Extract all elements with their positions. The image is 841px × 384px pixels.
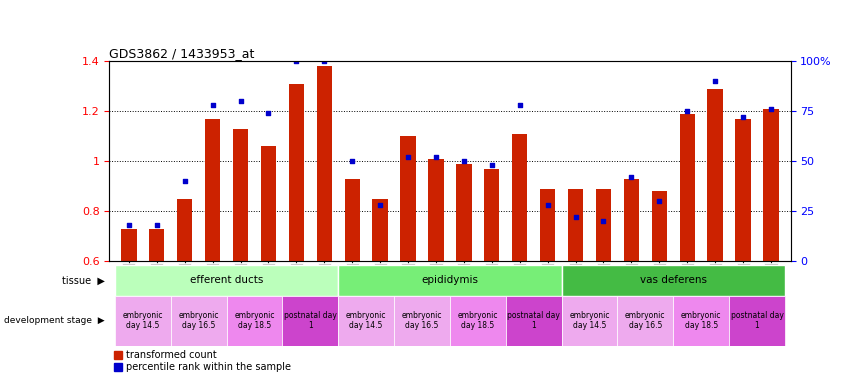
Point: [737, 114, 750, 121]
Point: [541, 202, 554, 208]
Text: embryonic
day 16.5: embryonic day 16.5: [402, 311, 442, 330]
Point: [262, 110, 275, 116]
Bar: [177, 199, 193, 261]
Bar: [121, 229, 136, 261]
Point: [625, 174, 638, 180]
Bar: [505, 296, 562, 346]
Point: [513, 102, 526, 108]
Point: [178, 178, 192, 184]
Bar: [338, 296, 394, 346]
Text: embryonic
day 18.5: embryonic day 18.5: [681, 311, 722, 330]
Bar: [288, 84, 304, 261]
Text: epididymis: epididymis: [421, 275, 479, 285]
Bar: [261, 146, 276, 261]
Text: embryonic
day 18.5: embryonic day 18.5: [235, 311, 275, 330]
Text: embryonic
day 16.5: embryonic day 16.5: [625, 311, 665, 330]
Bar: [338, 265, 562, 296]
Bar: [568, 189, 584, 261]
Bar: [428, 159, 444, 261]
Text: postnatal day
1: postnatal day 1: [507, 311, 560, 330]
Bar: [226, 296, 283, 346]
Point: [401, 154, 415, 161]
Bar: [617, 296, 674, 346]
Bar: [680, 114, 695, 261]
Point: [653, 198, 666, 204]
Text: postnatal day
1: postnatal day 1: [731, 311, 784, 330]
Point: [150, 222, 163, 228]
Text: development stage  ▶: development stage ▶: [4, 316, 105, 325]
Point: [289, 58, 303, 65]
Legend: transformed count, percentile rank within the sample: transformed count, percentile rank withi…: [114, 351, 291, 372]
Point: [373, 202, 387, 208]
Point: [485, 162, 499, 168]
Bar: [595, 189, 611, 261]
Point: [708, 78, 722, 84]
Bar: [373, 199, 388, 261]
Bar: [729, 296, 785, 346]
Bar: [484, 169, 500, 261]
Point: [122, 222, 135, 228]
Bar: [624, 179, 639, 261]
Point: [346, 158, 359, 164]
Point: [206, 102, 220, 108]
Point: [569, 214, 582, 220]
Bar: [540, 189, 555, 261]
Text: postnatal day
1: postnatal day 1: [284, 311, 336, 330]
Text: vas deferens: vas deferens: [640, 275, 706, 285]
Bar: [764, 109, 779, 261]
Bar: [205, 119, 220, 261]
Point: [429, 154, 442, 161]
Bar: [115, 265, 338, 296]
Text: embryonic
day 14.5: embryonic day 14.5: [346, 311, 386, 330]
Bar: [562, 265, 785, 296]
Text: embryonic
day 14.5: embryonic day 14.5: [123, 311, 163, 330]
Bar: [171, 296, 226, 346]
Text: embryonic
day 16.5: embryonic day 16.5: [178, 311, 219, 330]
Bar: [450, 296, 505, 346]
Point: [234, 98, 247, 104]
Bar: [562, 296, 617, 346]
Point: [764, 106, 778, 113]
Text: GDS3862 / 1433953_at: GDS3862 / 1433953_at: [109, 47, 255, 60]
Bar: [512, 134, 527, 261]
Bar: [283, 296, 338, 346]
Bar: [233, 129, 248, 261]
Point: [458, 158, 471, 164]
Bar: [400, 136, 415, 261]
Bar: [115, 296, 171, 346]
Text: embryonic
day 14.5: embryonic day 14.5: [569, 311, 610, 330]
Bar: [149, 229, 165, 261]
Bar: [735, 119, 751, 261]
Point: [680, 108, 694, 114]
Point: [597, 218, 611, 224]
Text: tissue  ▶: tissue ▶: [62, 275, 105, 285]
Text: efferent ducts: efferent ducts: [190, 275, 263, 285]
Bar: [674, 296, 729, 346]
Bar: [345, 179, 360, 261]
Bar: [316, 66, 332, 261]
Bar: [456, 164, 472, 261]
Point: [318, 58, 331, 65]
Bar: [707, 89, 722, 261]
Text: embryonic
day 18.5: embryonic day 18.5: [458, 311, 498, 330]
Bar: [652, 191, 667, 261]
Bar: [394, 296, 450, 346]
